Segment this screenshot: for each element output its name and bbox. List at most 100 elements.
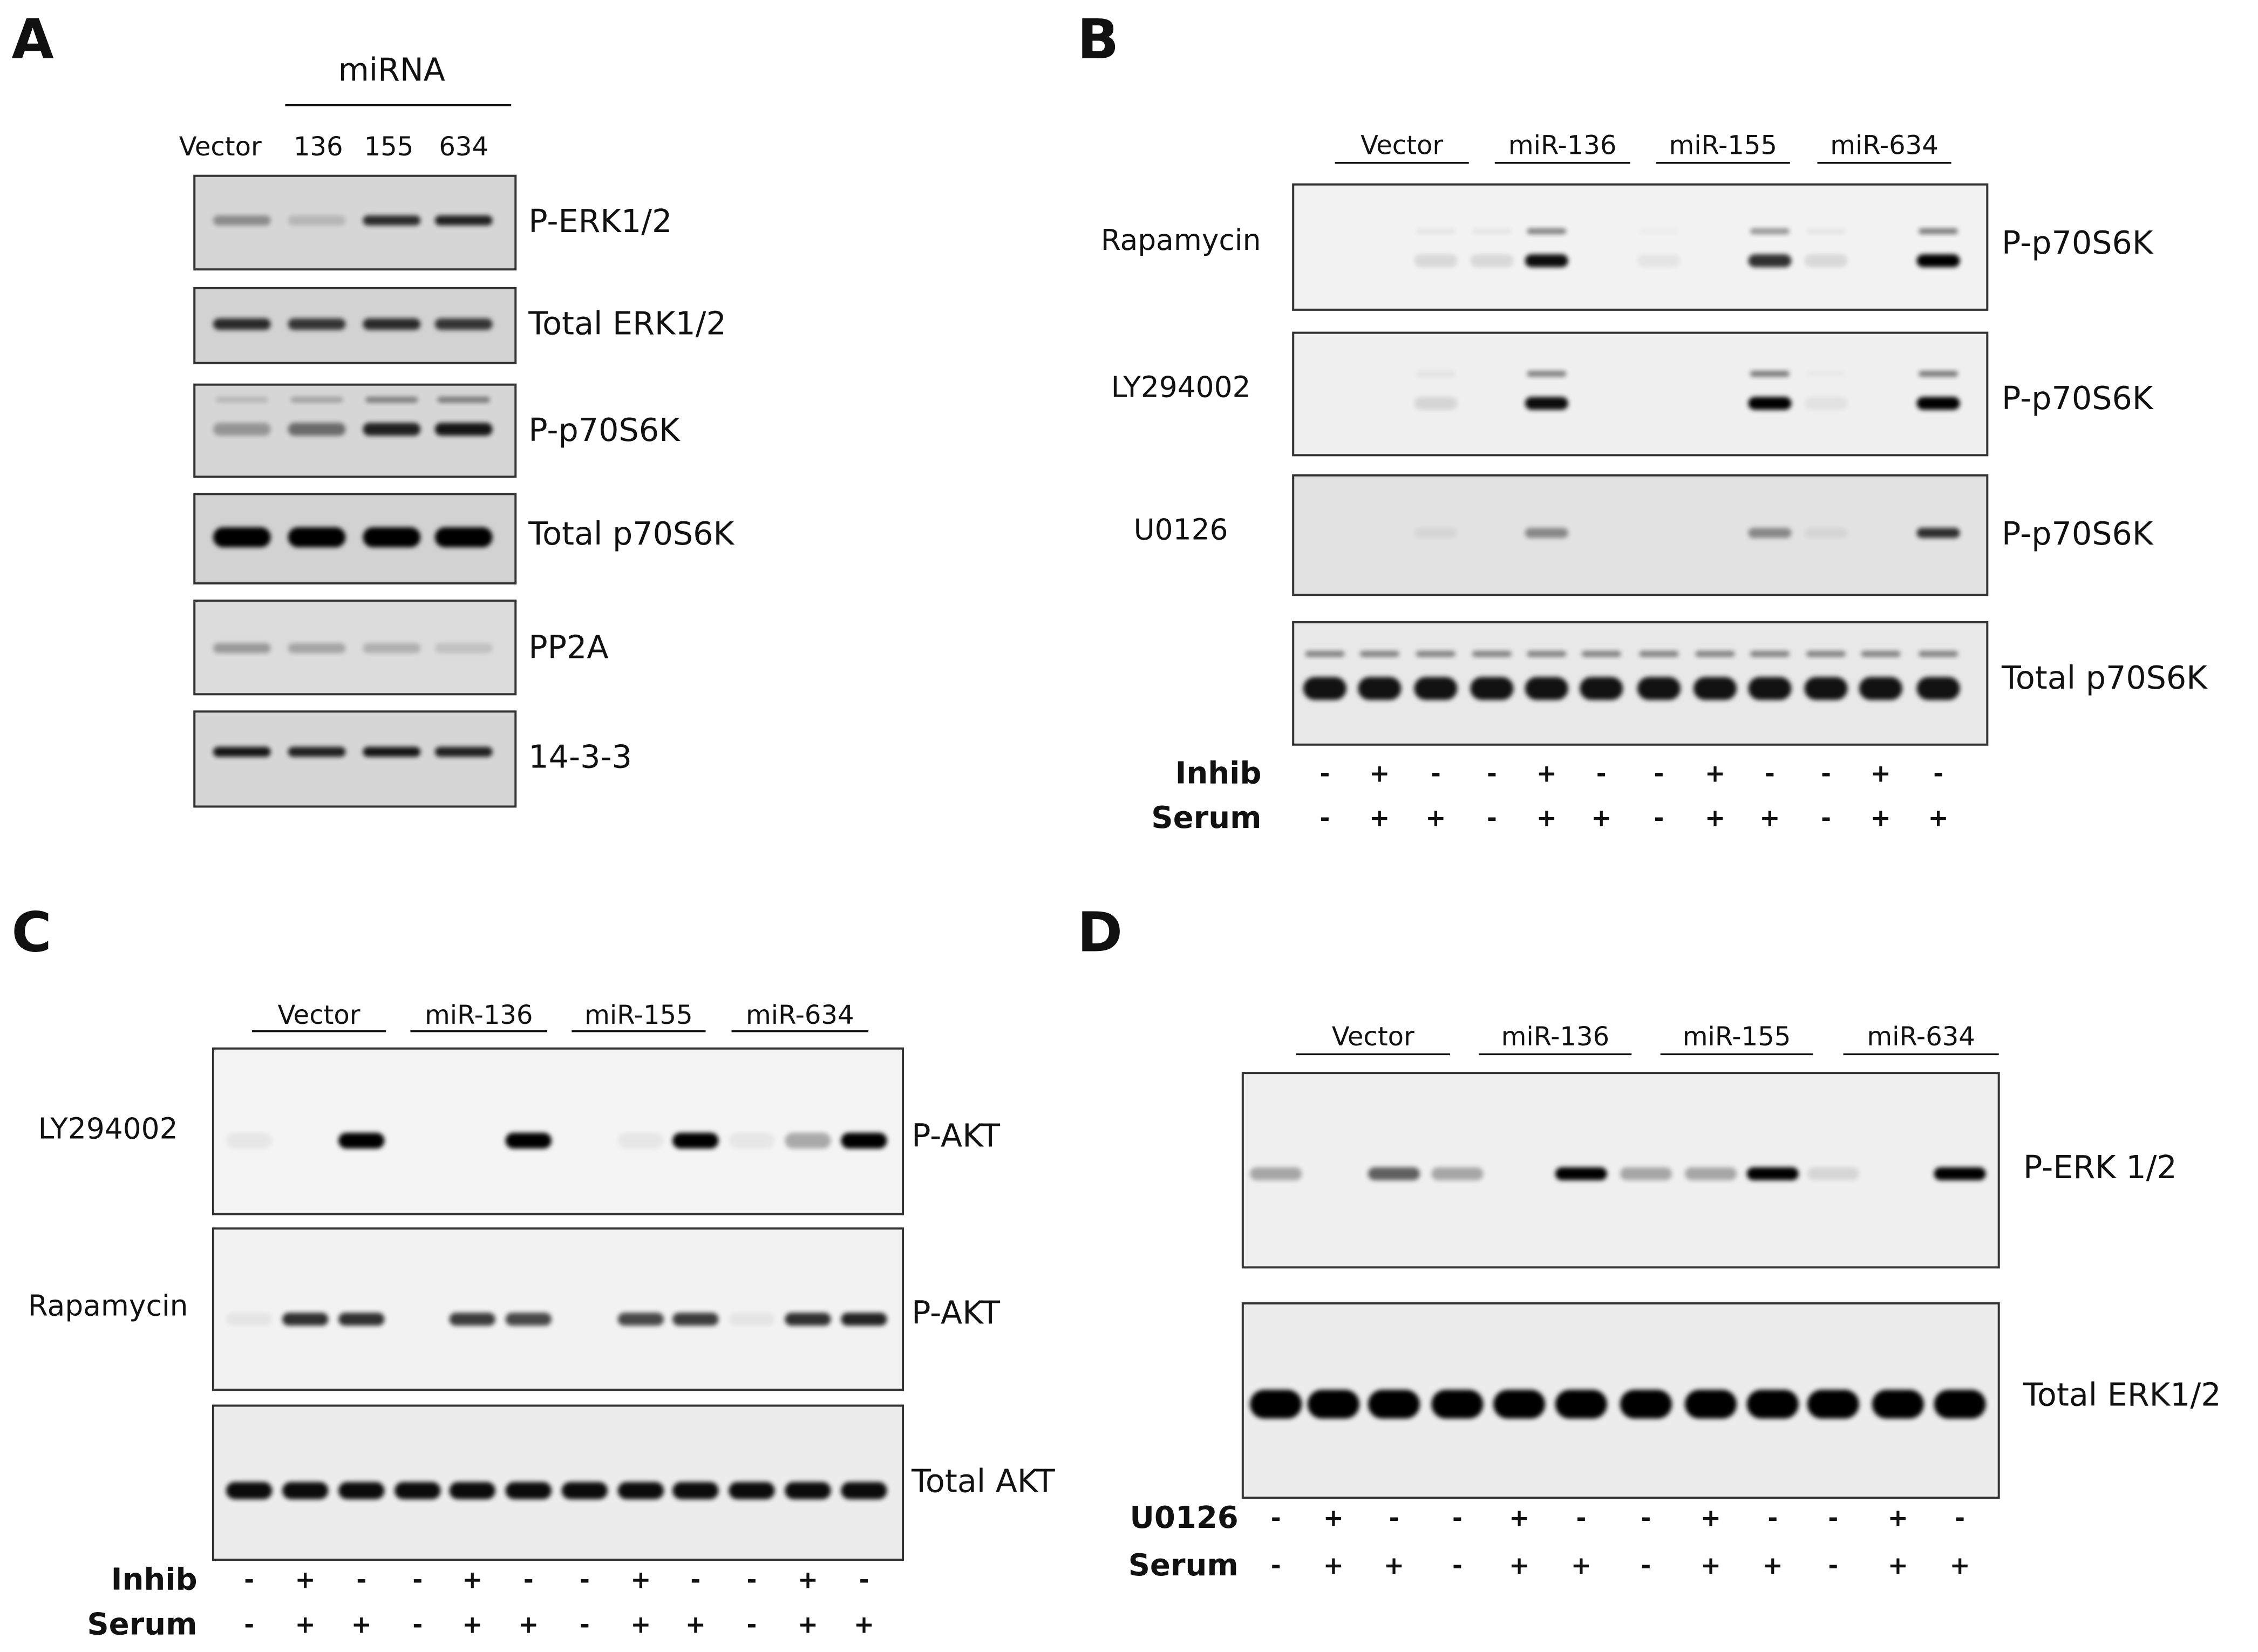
panel-letter: D — [1077, 900, 1123, 964]
group-label: miR-634 — [1867, 1022, 1975, 1052]
band — [1859, 677, 1902, 701]
condition-sign: - — [1828, 1504, 1838, 1532]
blot-label: P-ERK1/2 — [528, 203, 672, 240]
band — [363, 318, 421, 330]
band — [672, 1313, 719, 1326]
band — [672, 1481, 719, 1499]
blot — [1292, 331, 1989, 457]
band — [841, 1481, 887, 1499]
condition-sign: + — [1871, 804, 1891, 832]
band — [1748, 677, 1792, 701]
band — [1806, 371, 1846, 377]
blot — [1241, 1072, 2000, 1269]
band — [215, 397, 268, 403]
band — [1416, 371, 1456, 377]
condition-label: Serum — [1151, 800, 1261, 835]
condition-sign: - — [1767, 1504, 1778, 1532]
blot-label: Total ERK1/2 — [2023, 1377, 2221, 1413]
blot — [212, 1047, 904, 1215]
blot — [1292, 183, 1989, 311]
band — [1807, 1390, 1859, 1419]
condition-sign: - — [1641, 1504, 1651, 1532]
condition-sign: + — [1888, 1504, 1908, 1532]
band — [1934, 1390, 1986, 1419]
band — [288, 215, 346, 226]
group-label: miR-634 — [1830, 130, 1939, 160]
band — [841, 1132, 887, 1149]
band — [1414, 397, 1458, 410]
band — [561, 1481, 608, 1499]
condition-sign: + — [1763, 1551, 1783, 1580]
condition-sign: + — [1425, 804, 1446, 832]
group-label: miR-155 — [1669, 130, 1777, 160]
condition-sign: + — [1384, 1551, 1404, 1580]
treatment-label: Rapamycin — [28, 1289, 188, 1323]
group-label: miR-136 — [1501, 1022, 1610, 1052]
band — [1750, 228, 1790, 234]
group-label: miR-136 — [1508, 130, 1617, 160]
band — [1305, 651, 1345, 657]
condition-sign: + — [1928, 804, 1949, 832]
band — [1806, 228, 1846, 234]
band — [1916, 528, 1960, 538]
band — [1525, 528, 1568, 538]
lane-label: 634 — [439, 132, 488, 162]
condition-label: U0126 — [1130, 1500, 1238, 1535]
blot — [212, 1404, 904, 1561]
band — [434, 318, 493, 330]
band — [434, 215, 493, 226]
band — [1307, 1390, 1359, 1419]
band — [1416, 651, 1456, 657]
band — [434, 527, 493, 548]
condition-sign: + — [1536, 759, 1557, 787]
band — [729, 1313, 775, 1326]
condition-sign: - — [356, 1566, 366, 1594]
band — [363, 643, 421, 654]
group-label: Vector — [1361, 130, 1443, 160]
condition-sign: - — [1596, 759, 1607, 787]
band — [1493, 1390, 1546, 1419]
condition-sign: + — [1701, 1551, 1721, 1580]
group-label: miR-155 — [1683, 1022, 1791, 1052]
band — [505, 1313, 552, 1326]
band — [1527, 371, 1567, 377]
condition-sign: - — [1320, 759, 1330, 787]
condition-sign: - — [1452, 1504, 1463, 1532]
band — [1414, 254, 1458, 268]
blot-label: Total p70S6K — [528, 515, 734, 552]
band — [290, 397, 343, 403]
lane-label: 155 — [364, 132, 414, 162]
band — [1695, 651, 1735, 657]
blot-label: Total AKT — [911, 1463, 1056, 1500]
condition-sign: - — [690, 1566, 700, 1594]
condition-sign: + — [1759, 804, 1780, 832]
condition-sign: - — [1765, 759, 1775, 787]
blot-label: P-ERK 1/2 — [2023, 1149, 2177, 1186]
band — [395, 1481, 441, 1499]
band — [288, 527, 346, 548]
band — [785, 1481, 831, 1499]
condition-sign: + — [1871, 759, 1891, 787]
condition-sign: + — [1536, 804, 1557, 832]
band — [1639, 651, 1679, 657]
condition-sign: - — [1271, 1504, 1281, 1532]
band — [1470, 677, 1514, 701]
condition-sign: + — [1701, 1504, 1721, 1532]
treatment-label: U0126 — [1134, 512, 1228, 546]
group-label: Vector — [278, 1000, 361, 1030]
condition-sign: - — [1821, 759, 1831, 787]
condition-sign: + — [1705, 804, 1725, 832]
band — [617, 1481, 664, 1499]
band — [1250, 1390, 1302, 1419]
band — [226, 1481, 273, 1499]
band — [1431, 1167, 1484, 1180]
band — [1414, 528, 1458, 538]
band — [617, 1313, 664, 1326]
condition-sign: - — [1955, 1504, 1965, 1532]
condition-sign: + — [1323, 1504, 1344, 1532]
band — [1806, 651, 1846, 657]
condition-label: Inhib — [1175, 756, 1262, 791]
condition-sign: + — [1888, 1551, 1908, 1580]
condition-label: Serum — [1128, 1548, 1239, 1583]
condition-sign: - — [746, 1610, 757, 1639]
